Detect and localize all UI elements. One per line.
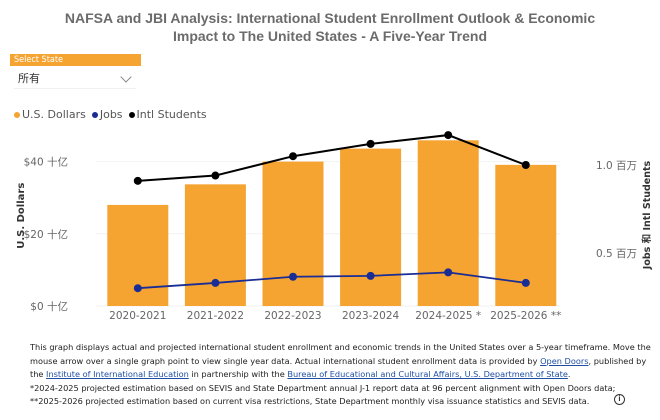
intl-students-point[interactable] bbox=[366, 139, 375, 148]
intl-students-point[interactable] bbox=[133, 176, 142, 185]
jobs-point[interactable] bbox=[444, 268, 453, 277]
intl-students-point[interactable] bbox=[444, 131, 453, 140]
y-axis-tick-label: $40 十亿 bbox=[24, 156, 68, 169]
x-axis-tick-label: 2025-2026 ** bbox=[490, 310, 561, 322]
x-axis-tick-label: 2022-2023 bbox=[264, 310, 321, 322]
jobs-line bbox=[137, 271, 526, 290]
jobs-point[interactable] bbox=[133, 284, 142, 293]
chevron-down-icon bbox=[120, 71, 132, 83]
legend-students-swatch bbox=[128, 111, 135, 118]
y-axis-tick-label: $0 十亿 bbox=[30, 300, 68, 313]
legend-item-dollars[interactable]: U.S. Dollars bbox=[14, 108, 86, 121]
jobs-point[interactable] bbox=[521, 278, 530, 287]
eca-link[interactable]: Bureau of Educational and Cultural Affai… bbox=[287, 369, 568, 380]
x-axis-tick-label: 2023-2024 bbox=[342, 310, 400, 322]
legend-jobs-label: Jobs bbox=[99, 108, 123, 121]
legend-item-jobs[interactable]: Jobs bbox=[91, 108, 123, 121]
state-slicer-header: Select State bbox=[10, 54, 141, 66]
description-text-2: , published by the bbox=[30, 355, 647, 380]
description-text-1: This graph displays actual and projected… bbox=[30, 342, 651, 366]
y2-axis-tick-label: 0.5 百万 bbox=[596, 248, 637, 260]
jobs-point[interactable] bbox=[211, 278, 220, 287]
state-slicer-value: 所有 bbox=[18, 73, 40, 85]
footnote-2025: **2025-2026 projected estimation based o… bbox=[30, 396, 590, 407]
iie-link[interactable]: Institute of International Education bbox=[46, 369, 189, 380]
bar-us-dollars[interactable] bbox=[262, 161, 324, 306]
y-axis-tick-label: $20 十亿 bbox=[24, 228, 68, 241]
y2-axis-tick-label: 1.0 百万 bbox=[596, 160, 637, 172]
bar-us-dollars[interactable] bbox=[184, 184, 246, 306]
x-axis-tick-label: 2020-2021 bbox=[109, 310, 166, 322]
chart-description: This graph displays actual and projected… bbox=[30, 341, 660, 409]
bar-us-dollars[interactable] bbox=[340, 148, 402, 306]
report-title-line-2: Impact to The United States - A Five-Yea… bbox=[172, 28, 488, 44]
bar-us-dollars[interactable] bbox=[417, 140, 479, 306]
state-slicer-dropdown[interactable]: 所有 bbox=[14, 69, 136, 89]
legend-students-label: Intl Students bbox=[136, 108, 207, 121]
x-axis-tick-label: 2024-2025 * bbox=[415, 310, 481, 322]
y-axis-title: U.S. Dollars bbox=[16, 183, 27, 249]
info-icon[interactable]: i bbox=[614, 394, 625, 405]
legend-dollars-swatch bbox=[14, 111, 20, 118]
footnote-2024: *2024-2025 projected estimation based on… bbox=[30, 382, 616, 393]
report-title: NAFSA and JBI Analysis: International St… bbox=[0, 9, 660, 45]
open-doors-link[interactable]: Open Doors bbox=[540, 355, 589, 366]
combo-chart: $0 十亿 $20 十亿 $40 十亿 0.5 百万 1.0 百万 U.S. Dollar… bbox=[16, 131, 653, 322]
chart-legend: U.S. Dollars Jobs Intl Students bbox=[14, 108, 209, 121]
description-text-3: in partnership with the bbox=[188, 369, 288, 380]
description-text-4: . bbox=[567, 369, 571, 380]
intl-students-line bbox=[137, 134, 527, 182]
x-axis-tick-label: 2021-2022 bbox=[187, 310, 244, 322]
legend-item-students[interactable]: Intl Students bbox=[128, 108, 207, 121]
intl-students-point[interactable] bbox=[521, 161, 530, 169]
report-title-line-1: NAFSA and JBI Analysis: International St… bbox=[64, 10, 596, 26]
jobs-point[interactable] bbox=[366, 271, 375, 280]
intl-students-point[interactable] bbox=[211, 171, 220, 180]
legend-dollars-label: U.S. Dollars bbox=[22, 108, 86, 121]
legend-jobs-swatch bbox=[91, 111, 98, 118]
y2-axis-title: Jobs 和 Intl Students bbox=[641, 160, 653, 270]
jobs-point[interactable] bbox=[289, 272, 297, 281]
intl-students-point[interactable] bbox=[289, 152, 297, 161]
